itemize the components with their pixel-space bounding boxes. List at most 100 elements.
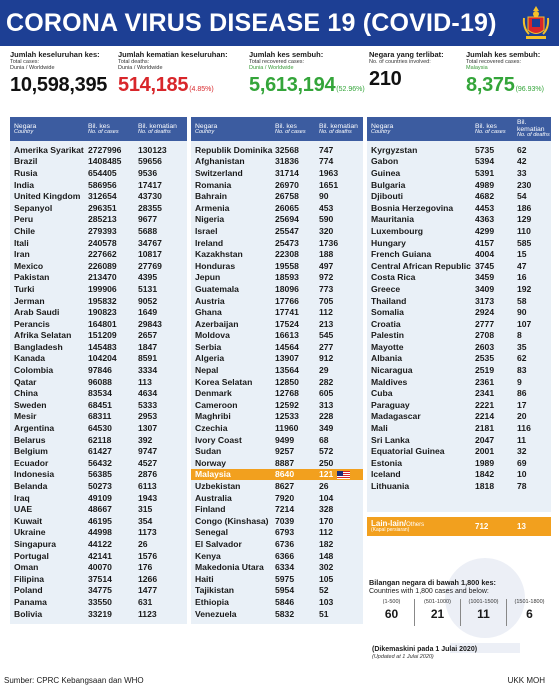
country-name: Ireland [195,237,224,248]
bin-range: (1-500) [382,599,401,605]
death-count: 313 [319,399,334,410]
stat-label: Negara yang terlibat: [369,50,444,59]
death-count: 26 [319,481,329,492]
others-label-block: Lain-lain/Others (Kapal persiaran) [367,520,475,533]
case-count: 44122 [88,538,112,549]
death-count: 277 [319,341,334,352]
table-row: Itali 240578 34767 [10,237,187,249]
bin-count: 6 [526,607,533,621]
country-name: Costa Rica [371,272,416,283]
case-count: 4989 [475,179,495,190]
stat-value: 514,185(4.85%) [118,74,214,97]
death-count: 605 [319,388,334,399]
death-count: 972 [319,272,334,283]
death-count: 320 [319,225,334,236]
death-count: 2953 [138,411,158,422]
death-count: 590 [319,214,334,225]
country-name: Kyrgyzstan [371,144,418,155]
country-name: Belgium [14,446,48,457]
table-row: Estonia 1989 69 [367,457,551,469]
table-row: Iran 227662 10817 [10,248,187,260]
country-name: Turki [14,283,35,294]
country-name: Nigeria [195,214,225,225]
death-count: 121 [319,469,363,479]
country-name: Uzbekistan [195,481,241,492]
table-row: Cuba 2341 86 [367,387,551,399]
death-count: 35 [517,341,527,352]
case-count: 68451 [88,399,112,410]
others-cases: 712 [475,522,489,531]
table-row: United Kingdom 312654 43730 [10,190,187,202]
country-name: Maldives [371,376,408,387]
case-count: 9257 [275,446,295,457]
case-count: 13907 [275,353,299,364]
table-row: Ukraine 44998 1173 [10,527,187,539]
case-count: 8887 [275,457,295,468]
malaysia-flag-icon [337,471,351,480]
country-name: Arab Saudi [14,307,60,318]
death-count: 90 [517,307,527,318]
table-row: Argentina 64530 1307 [10,422,187,434]
country-name: Bangladesh [14,341,63,352]
death-count: 230 [517,179,532,190]
country-name: Venezuela [195,608,237,619]
case-count: 37514 [88,573,112,584]
table-row: Congo (Kinshasa) 7039 170 [191,515,363,527]
case-count: 6793 [275,527,295,538]
country-name: Nicaragua [371,365,413,376]
country-name: Kenya [195,550,221,561]
table-row: India 586956 17417 [10,179,187,191]
death-count: 112 [319,527,333,538]
stat-percent: (96.93%) [515,86,544,94]
others-label-en: Others [406,522,425,528]
death-count: 5333 [138,399,158,410]
table-row: Makedonia Utara 6334 302 [191,561,363,573]
death-count: 52 [319,585,329,596]
country-name: Iraq [14,492,30,503]
death-count: 148 [319,550,334,561]
death-count: 34767 [138,237,162,248]
death-count: 103 [319,596,334,607]
case-count: 18593 [275,272,299,283]
death-count: 32 [517,446,527,457]
death-count: 1123 [138,608,157,619]
death-count: 107 [517,318,532,329]
case-count: 151209 [88,330,117,341]
country-name: Argentina [14,423,55,434]
death-count: 42 [517,156,527,167]
case-count: 48667 [88,504,112,515]
table-row: Afghanistan 31836 774 [191,156,363,168]
bin-0: (1-500) 60 [369,599,415,626]
death-count: 912 [319,353,334,364]
country-name: Korea Selatan [195,376,253,387]
stat-block-2: Jumlah kes sembuh: Total recovered cases:… [249,50,365,97]
country-name: Pakistan [14,272,50,283]
case-count: 2519 [475,365,495,376]
bin-count: 21 [430,607,445,621]
table-row: Albania 2535 62 [367,353,551,365]
table-row: French Guiana 4004 15 [367,248,551,260]
country-name: Mauritania [371,214,414,225]
stat-block-4: Jumlah kes sembuh: Total recovered cases:… [466,50,544,97]
stat-scope: Dunia / Worldwide [118,65,163,72]
table-row: China 83534 4634 [10,387,187,399]
country-name: Afghanistan [195,156,245,167]
country-name: Greece [371,283,401,294]
death-count: 1307 [138,423,158,434]
table-row: Oman 40070 176 [10,561,187,573]
table-row: Kazakhstan 22308 188 [191,248,363,260]
death-count: 1173 [138,527,157,538]
country-name: Equatorial Guinea [371,446,445,457]
death-count: 104 [319,492,334,503]
country-name: Mali [371,423,388,434]
case-count: 2727996 [88,144,122,155]
stat-sublabel: Total recovered cases: [249,59,305,65]
case-count: 285213 [88,214,117,225]
case-count: 1842 [475,469,495,480]
country-name: Haiti [195,573,214,584]
case-count: 2777 [475,318,495,329]
death-count: 572 [319,446,334,457]
death-count: 354 [138,515,153,526]
below-1800-summary: Bilangan negara di bawah 1,800 kes: Coun… [369,578,552,626]
case-count: 586956 [88,179,117,190]
